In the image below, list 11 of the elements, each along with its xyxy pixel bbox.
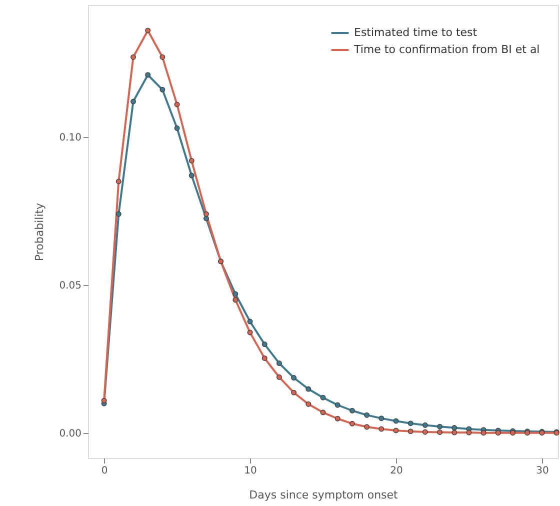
legend-label: Time to confirmation from BI et al	[353, 43, 540, 56]
x-axis-title: Days since symptom onset	[249, 488, 399, 502]
y-tick-label: 0.00	[59, 428, 82, 440]
y-axis-title: Probability	[33, 202, 46, 262]
x-tick-label: 10	[244, 466, 257, 476]
x-tick-label: 30	[536, 466, 549, 476]
y-tick-label: 0.05	[59, 280, 82, 292]
x-tick-label: 0	[101, 466, 108, 476]
x-tick-label: 20	[390, 466, 403, 476]
legend-label: Estimated time to test	[354, 26, 478, 39]
y-tick-label: 0.10	[59, 132, 82, 144]
